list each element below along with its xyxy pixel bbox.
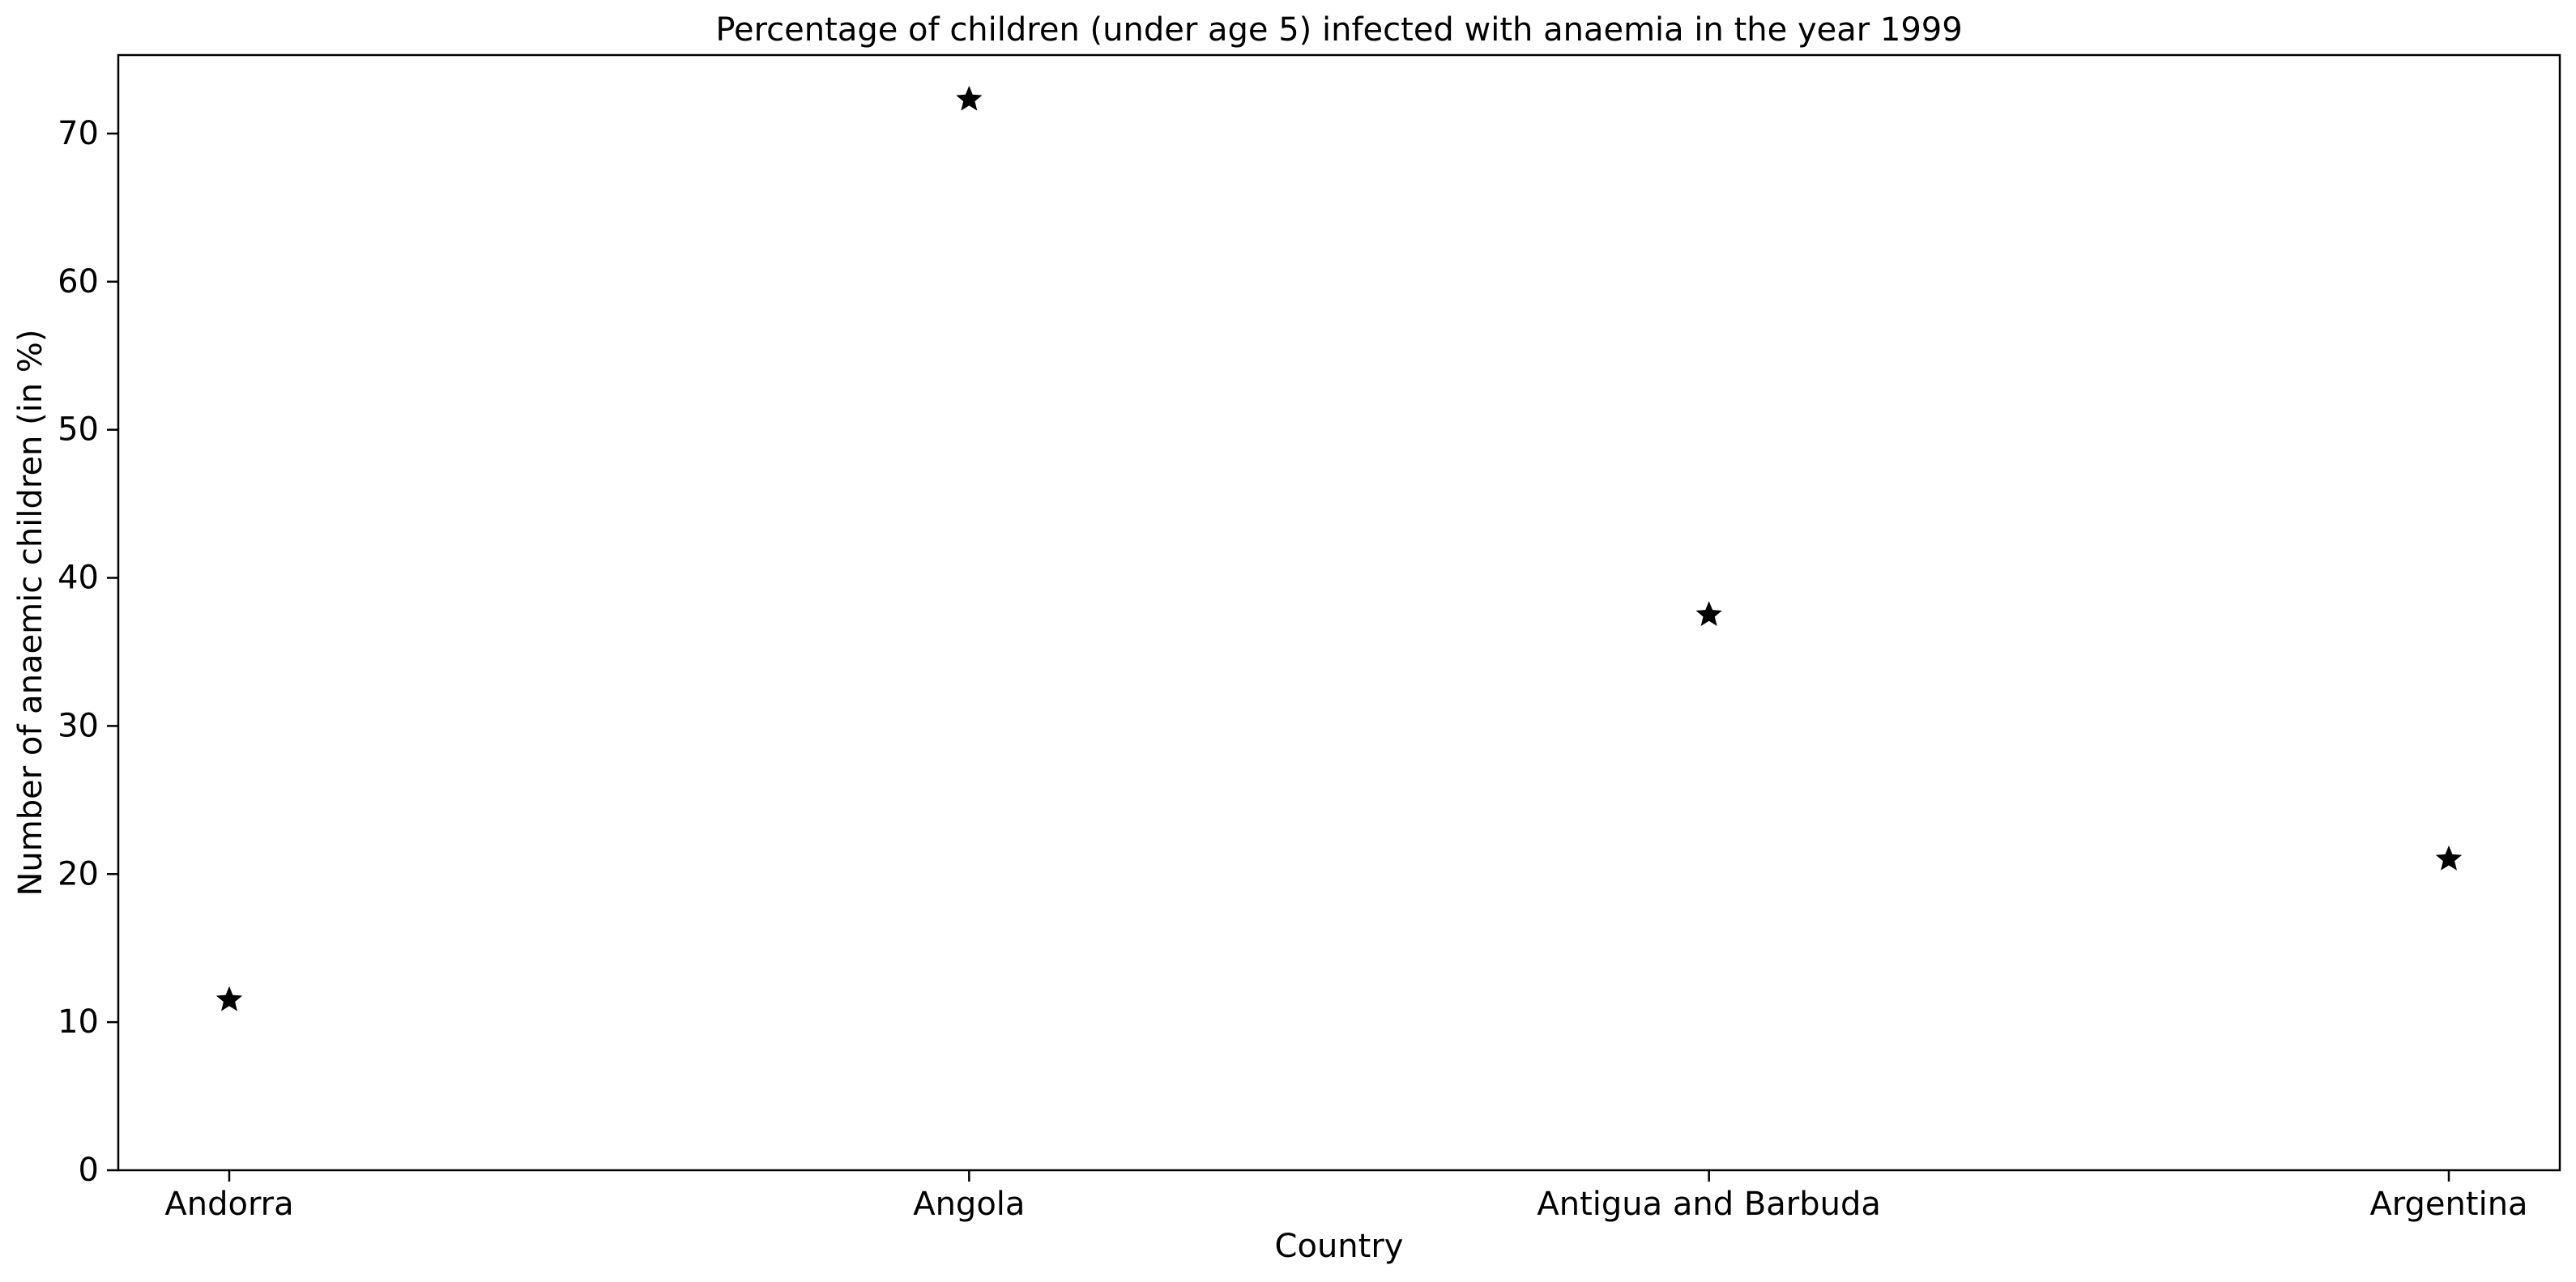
x-tick-label: Argentina [2369, 1186, 2527, 1223]
y-axis: 0 10 20 30 40 50 60 70 [58, 115, 118, 1189]
y-tick-label: 10 [58, 1003, 99, 1041]
y-tick-label: 70 [58, 115, 99, 152]
data-point-star [1695, 601, 1722, 626]
y-axis-label: Number of anaemic children (in %) [12, 329, 49, 896]
chart-title: Percentage of children (under age 5) inf… [715, 11, 1962, 49]
y-tick-label: 0 [79, 1152, 99, 1189]
plot-frame [117, 53, 2561, 1172]
data-point-star [2435, 845, 2463, 871]
y-tick-label: 50 [58, 411, 99, 449]
x-tick-label: Andorra [164, 1186, 293, 1223]
data-point-star [215, 986, 243, 1012]
y-tick-label: 40 [58, 560, 99, 597]
x-tick-label: Antigua and Barbuda [1537, 1186, 1881, 1223]
y-tick-label: 60 [58, 263, 99, 300]
x-axis: Andorra Angola Antigua and Barbuda Argentin… [164, 1170, 2528, 1223]
x-axis-label: Country [1275, 1228, 1404, 1265]
y-tick-label: 30 [58, 707, 99, 744]
y-tick-label: 20 [58, 855, 99, 892]
data-point-star [956, 85, 983, 111]
x-tick-label: Angola [913, 1186, 1025, 1223]
data-points [215, 85, 2463, 1012]
